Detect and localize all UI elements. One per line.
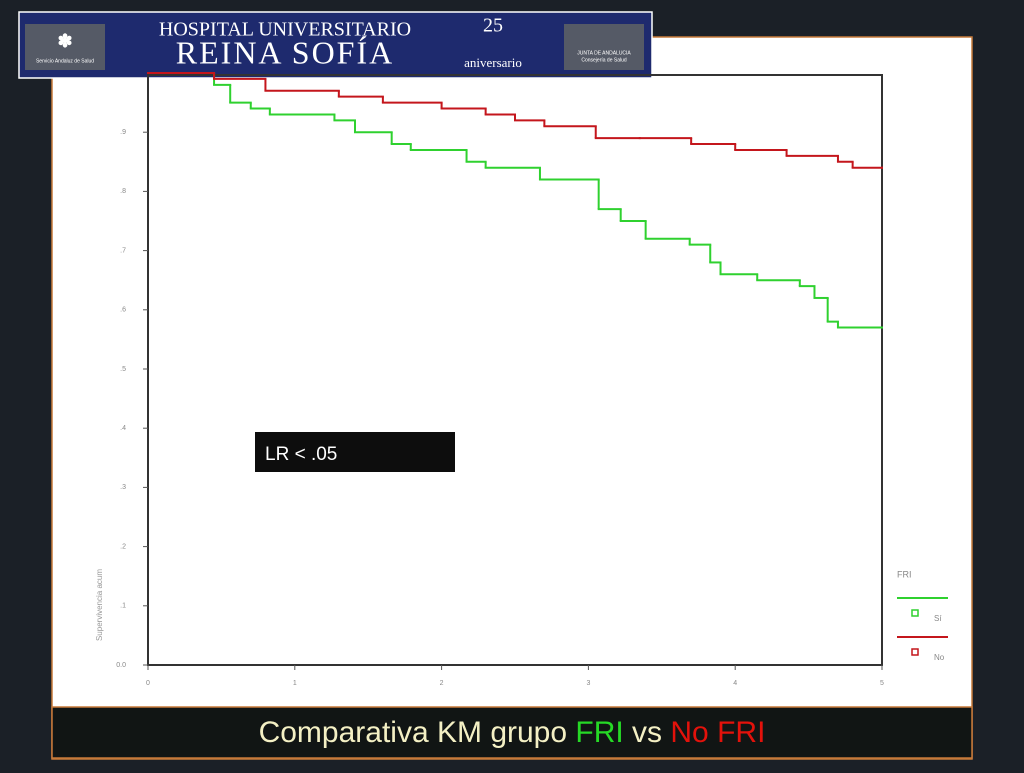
x-tick-label: 5 (880, 680, 884, 687)
x-tick-label: 4 (733, 680, 737, 687)
title-bar (51, 706, 973, 759)
right-logo-text1: JUNTA DE ANDALUCIA (577, 50, 631, 56)
left-logo-bg (25, 24, 105, 70)
y-tick-label: .1 (120, 603, 126, 610)
banner-bg (18, 11, 653, 79)
anniversary-number: 25 (483, 15, 503, 37)
annotation: LR < .05 (265, 444, 337, 465)
y-tick-label: .4 (120, 425, 126, 432)
banner-line2: REINA SOFÍA (176, 34, 394, 70)
y-tick-label: 0.0 (116, 662, 126, 669)
y-tick-label: .3 (120, 484, 126, 491)
y-tick-label: .7 (120, 247, 126, 254)
title-part: vs (624, 716, 671, 749)
chart-panel (51, 36, 973, 760)
title-part: No FRI (670, 716, 765, 749)
legend-title: FRI (897, 569, 912, 579)
km-curve (147, 72, 883, 169)
x-tick-label: 2 (440, 680, 444, 687)
legend-marker (911, 648, 919, 656)
banner: ✽ Servicio Andaluz de Salud HOSPITAL UNI… (18, 11, 653, 79)
y-axis-label: Supervivencia acum (95, 569, 104, 641)
legend-label: Sí (934, 614, 942, 623)
right-logo-text2: Consejería de Salud (581, 57, 627, 63)
title-part: Comparativa KM grupo (259, 716, 576, 749)
y-tick-label: .8 (120, 188, 126, 195)
x-tick-label: 0 (146, 680, 150, 687)
title-part: FRI (575, 716, 623, 749)
legend-marker (911, 609, 919, 617)
legend-label: No (934, 653, 945, 662)
anniversary-text: aniversario (464, 55, 522, 70)
annotation-box (255, 432, 455, 472)
y-tick-label: .6 (120, 307, 126, 314)
y-tick-label: .2 (120, 543, 126, 550)
km-curve (147, 72, 883, 329)
banner-line1: HOSPITAL UNIVERSITARIO (159, 19, 411, 41)
plot: 0.0 .1 .2 .3 .4 .5 .6 .7 .8 .9 0 1 2 3 4 5 Supervivencia… (95, 72, 948, 687)
slide-title: Comparativa KM grupo FRI vs No FRI (259, 716, 766, 749)
right-logo-bg (564, 24, 644, 70)
left-logo-mark: ✽ (57, 31, 72, 51)
x-tick-label: 3 (586, 680, 590, 687)
x-tick-label: 1 (293, 680, 297, 687)
left-logo-text: Servicio Andaluz de Salud (36, 58, 94, 64)
plot-frame (147, 74, 883, 666)
y-tick-label: .5 (120, 366, 126, 373)
y-tick-label: .9 (120, 129, 126, 136)
